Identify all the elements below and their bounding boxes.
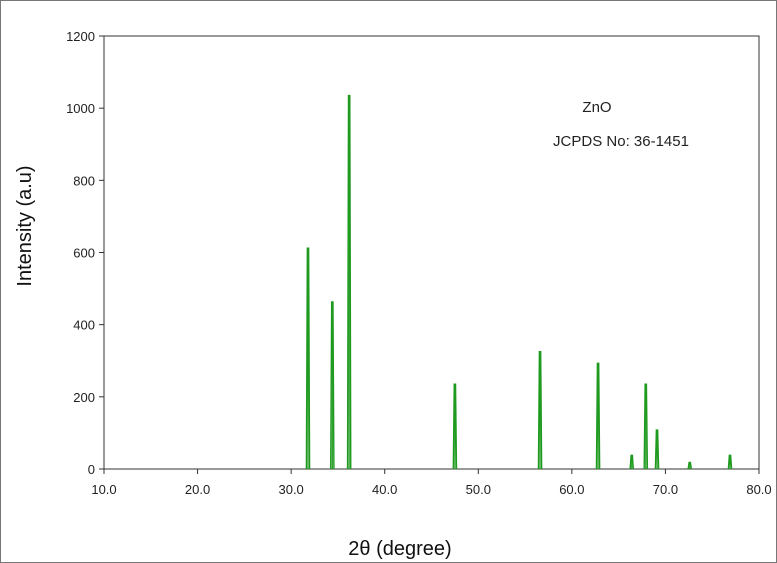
x-axis-title: 2θ (degree) xyxy=(348,538,451,560)
x-tick-label: 10.0 xyxy=(91,482,116,497)
y-axis-ticks: 0 200 400 600 800 1000 1200 xyxy=(66,29,104,477)
y-tick-label: 400 xyxy=(73,318,95,333)
x-tick-label: 60.0 xyxy=(559,482,584,497)
x-tick-label: 30.0 xyxy=(278,482,303,497)
peak xyxy=(452,383,458,470)
x-tick-label: 40.0 xyxy=(372,482,397,497)
x-tick-label: 70.0 xyxy=(653,482,678,497)
y-tick-label: 800 xyxy=(73,173,95,188)
peak xyxy=(629,454,635,470)
x-tick-label: 50.0 xyxy=(466,482,491,497)
annotation-jcpds: JCPDS No: 36-1451 xyxy=(553,133,689,150)
y-tick-label: 600 xyxy=(73,246,95,261)
peak xyxy=(654,429,660,470)
peak xyxy=(537,351,543,470)
y-axis-title: Intensity (a.u) xyxy=(14,165,36,286)
peak xyxy=(346,94,352,470)
peak xyxy=(687,461,693,470)
x-tick-label: 80.0 xyxy=(746,482,771,497)
x-tick-label: 20.0 xyxy=(185,482,210,497)
peak xyxy=(330,301,335,470)
y-tick-label: 1000 xyxy=(66,101,95,116)
x-axis-ticks: 10.0 20.0 30.0 40.0 50.0 60.0 70.0 80.0 xyxy=(91,469,772,497)
peak xyxy=(305,247,311,470)
peak xyxy=(643,383,649,470)
peak-series xyxy=(305,94,733,470)
plot-area xyxy=(103,35,760,470)
y-tick-label: 1200 xyxy=(66,29,95,44)
y-tick-label: 0 xyxy=(88,462,95,477)
peak xyxy=(595,362,601,470)
y-tick-label: 200 xyxy=(73,390,95,405)
peak xyxy=(727,454,733,470)
annotation-compound: ZnO xyxy=(582,99,611,116)
